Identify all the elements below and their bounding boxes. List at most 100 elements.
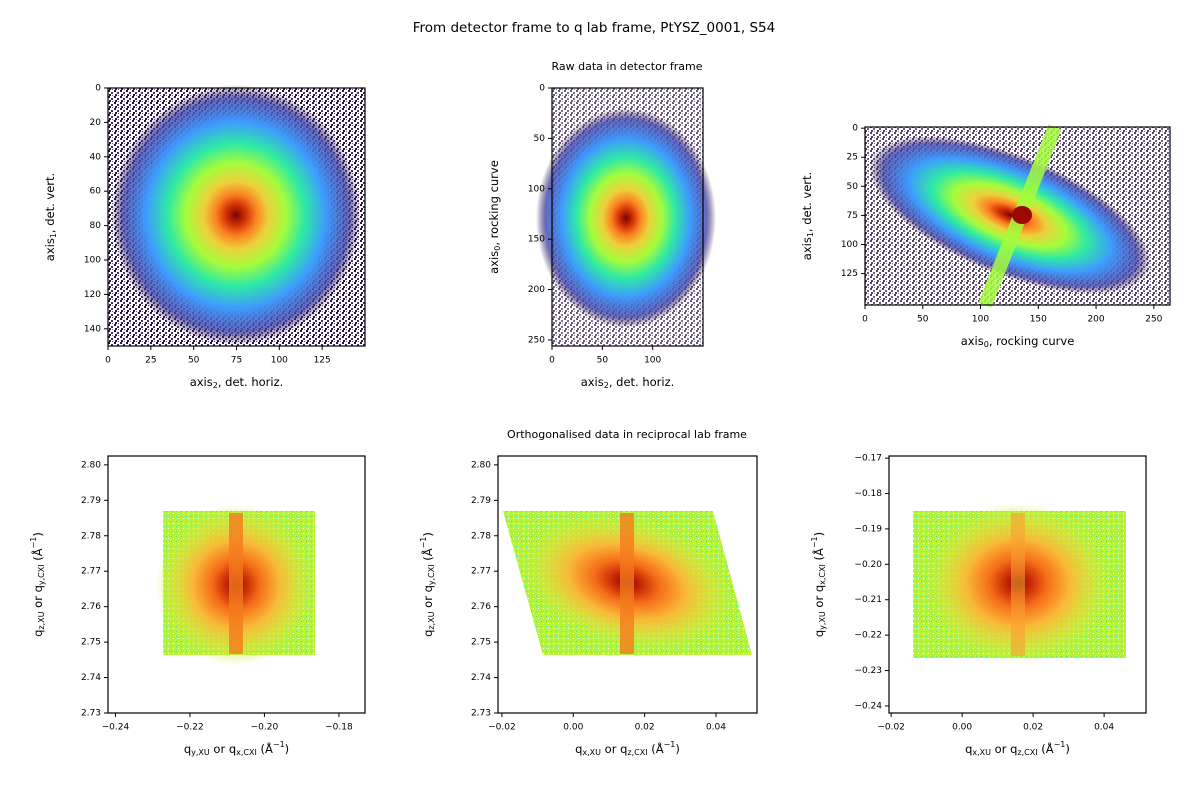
- y-tick-label: 0: [95, 84, 101, 94]
- x-tick-label: 0.02: [635, 723, 655, 733]
- x-tick-label: 150: [1030, 315, 1047, 325]
- axis-label-part: axis: [190, 375, 213, 389]
- axes-frame: [864, 126, 1171, 306]
- axis-label-part: or q: [601, 742, 627, 756]
- row-title: Raw data in detector frame: [552, 60, 703, 73]
- y-tick-label: 100: [841, 240, 858, 250]
- x-tick-label: 50: [597, 356, 609, 366]
- axis-label-part: (Å: [648, 741, 664, 756]
- axis-label-part: −1: [419, 537, 428, 549]
- axis-label: axis0, rocking curve: [487, 160, 502, 274]
- y-tick-label: 125: [841, 269, 858, 279]
- y-tick-label: 140: [84, 324, 101, 334]
- y-tick-label: 2.80: [81, 460, 101, 470]
- axis-label-part: (Å: [30, 548, 45, 564]
- axis-label-part: axis: [487, 251, 501, 274]
- axis-label-part: or q: [210, 742, 236, 756]
- axis-label-part: , rocking curve: [487, 160, 501, 245]
- axis-label-part: x,XU: [582, 748, 601, 757]
- y-tick-label: −0.21: [854, 595, 882, 605]
- x-tick-label: −0.02: [877, 723, 905, 733]
- x-tick-label: 200: [1087, 315, 1104, 325]
- x-tick-label: 250: [1145, 315, 1162, 325]
- y-tick-label: −0.23: [854, 666, 882, 676]
- image-glow: [111, 85, 361, 345]
- axis-label: qx,XU or qz,CXI (Å−1): [965, 740, 1070, 757]
- y-tick-label: 2.79: [471, 496, 491, 506]
- x-tick-label: −0.22: [176, 723, 204, 733]
- axis-label-part: −1: [664, 740, 676, 749]
- y-tick-label: 2.80: [471, 460, 491, 470]
- axes-frame: [497, 455, 758, 714]
- y-tick-label: 25: [847, 153, 858, 163]
- y-tick-label: 2.79: [81, 496, 101, 506]
- y-tick-label: 2.77: [471, 567, 491, 577]
- y-tick-label: −0.24: [854, 701, 882, 711]
- y-tick-label: 2.76: [81, 602, 101, 612]
- axis-label-part: q: [421, 630, 435, 637]
- axis-label-part: ): [675, 742, 680, 756]
- axis-label: axis0, rocking curve: [961, 334, 1075, 349]
- axis-label-part: −1: [29, 537, 38, 549]
- figure-title: From detector frame to q lab frame, PtYS…: [413, 20, 776, 36]
- y-tick-label: 100: [528, 184, 545, 194]
- axis-label: axis2, det. horiz.: [581, 375, 675, 390]
- x-tick-label: 100: [271, 356, 288, 366]
- y-tick-label: 150: [528, 235, 545, 245]
- axes-frame: [888, 455, 1147, 714]
- axis-label-part: ): [1065, 742, 1070, 756]
- y-tick-label: 50: [534, 134, 546, 144]
- panel: −0.02 0.00 0.02 0.04 2.73 2.74 2.75 2.76 2.77 2.7…: [419, 455, 758, 757]
- axis-label-part: 2: [604, 381, 609, 390]
- axis-label: qy,XU or qx,CXI (Å−1): [810, 532, 827, 637]
- axis-label-part: (Å: [1038, 741, 1054, 756]
- x-tick-label: 50: [188, 356, 200, 366]
- image-streak: [1011, 513, 1025, 656]
- axis-label-part: ): [31, 532, 45, 537]
- axis-label-part: , det. horiz.: [218, 375, 283, 389]
- y-tick-label: 250: [528, 335, 545, 345]
- panel: −0.02 0.00 0.02 0.04 −0.24 −0.23 −0.22 −0.21 −0.…: [810, 454, 1147, 757]
- axis-label-part: ): [812, 532, 826, 537]
- axis-label: qz,XU or qy,CXI (Å−1): [419, 532, 436, 637]
- y-tick-label: 2.77: [81, 567, 101, 577]
- axis-label-part: , det. horiz.: [609, 375, 674, 389]
- axis-label: qy,XU or qx,CXI (Å−1): [184, 740, 289, 757]
- axis-label-part: or q: [812, 585, 826, 611]
- x-tick-label: −0.18: [325, 723, 353, 733]
- axis-label-part: q: [31, 630, 45, 637]
- axis-label-part: ): [421, 532, 435, 537]
- axis-label-part: axis: [800, 237, 814, 260]
- axes-frame: [551, 87, 704, 347]
- axis-label-part: y,XU: [191, 748, 210, 757]
- y-tick-label: 2.78: [81, 531, 101, 541]
- axis-label-part: q: [965, 742, 972, 756]
- y-tick-label: 0: [852, 124, 858, 134]
- axis-label-part: z,CXI: [627, 748, 647, 757]
- x-tick-label: 25: [145, 356, 156, 366]
- x-tick-label: −0.02: [488, 723, 516, 733]
- y-tick-label: −0.22: [854, 631, 882, 641]
- y-tick-label: −0.20: [854, 560, 882, 570]
- axis-label-part: −1: [273, 740, 285, 749]
- axis-label-part: , det. vert.: [800, 172, 814, 232]
- axis-label-part: 2: [213, 381, 218, 390]
- y-tick-label: 50: [847, 182, 859, 192]
- axis-label-part: , rocking curve: [989, 334, 1074, 348]
- image-glow: [536, 108, 716, 328]
- y-tick-label: 2.78: [471, 531, 491, 541]
- y-tick-label: −0.18: [854, 489, 882, 499]
- axis-label-part: (Å: [257, 741, 273, 756]
- axis-label-part: z,XU: [37, 611, 46, 629]
- axis-label: axis2, det. horiz.: [190, 375, 284, 390]
- axes-frame: [107, 455, 366, 714]
- axis-label-part: or q: [991, 742, 1017, 756]
- axis-label-part: y,XU: [818, 611, 827, 630]
- axis-label-part: x,CXI: [236, 748, 257, 757]
- y-tick-label: 75: [847, 211, 858, 221]
- axis-label: axis1, det. vert.: [43, 173, 58, 261]
- image-glow: [869, 135, 1151, 295]
- axis-label-part: −1: [1054, 740, 1066, 749]
- x-tick-label: 50: [917, 315, 929, 325]
- axis-label-part: z,XU: [427, 611, 436, 629]
